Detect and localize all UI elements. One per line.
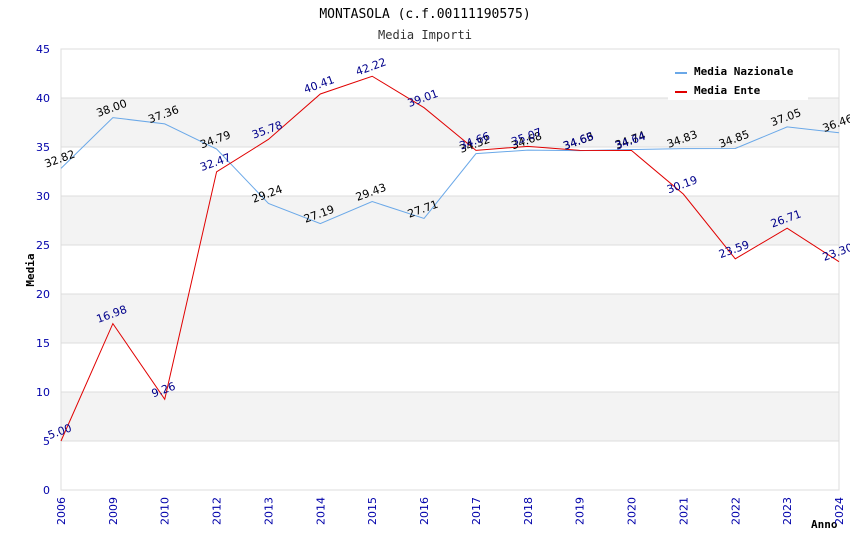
x-tick-label: 2019 [574,497,587,525]
x-ticks: 2006 2009 2010 2012 2013 2014 2015 2016 2017 2018… [55,497,846,525]
x-tick-label: 2010 [159,497,172,525]
x-tick-label: 2009 [107,497,120,525]
x-tick-label: 2020 [626,497,639,525]
y-tick-label: 15 [36,337,50,350]
plot-band [61,294,839,343]
plot-band [61,441,839,490]
y-tick-label: 45 [36,43,50,56]
x-tick-label: 2013 [262,497,275,525]
plot-frame [60,48,840,491]
x-tick-label: 2022 [729,497,742,525]
legend-label-media-nazionale: Media Nazionale [694,65,794,78]
y-ticks: 0 5 10 15 20 25 30 35 40 45 [36,43,50,497]
x-tick-label: 2017 [470,497,483,525]
y-tick-label: 20 [36,288,50,301]
x-tick-label: 2016 [418,497,431,525]
x-tick-label: 2021 [677,497,690,525]
chart-title: MONTASOLA (c.f.00111190575) [319,7,530,22]
y-tick-label: 0 [43,484,50,497]
x-tick-label: 2015 [366,497,379,525]
x-tick-label: 2023 [781,497,794,525]
x-tick-label: 2024 [833,497,846,525]
y-tick-label: 10 [36,386,50,399]
x-tick-label: 2012 [211,497,224,525]
y-axis-label: Media [24,253,37,286]
legend-box [668,60,808,100]
legend-label-media-ente: Media Ente [694,84,761,97]
series-lines [60,75,840,442]
plot-band [61,196,839,245]
x-tick-label: 2014 [314,497,327,525]
plot-band [61,98,839,147]
series-line-media-ente [60,75,840,442]
legend: Media Nazionale Media Ente [668,60,808,100]
x-tick-label: 2018 [522,497,535,525]
y-tick-label: 5 [43,435,50,448]
plot-band [61,147,839,196]
series-line-media-nazionale [60,117,840,225]
chart-subtitle: Media Importi [378,28,472,42]
x-axis-label: Anno [811,518,838,531]
plot-bands [61,49,839,490]
plot-band [61,392,839,441]
y-tick-label: 30 [36,190,50,203]
plot-band [61,343,839,392]
x-tick-label: 2006 [55,497,68,525]
y-tick-label: 40 [36,92,50,105]
y-tick-label: 35 [36,141,50,154]
y-tick-label: 25 [36,239,50,252]
